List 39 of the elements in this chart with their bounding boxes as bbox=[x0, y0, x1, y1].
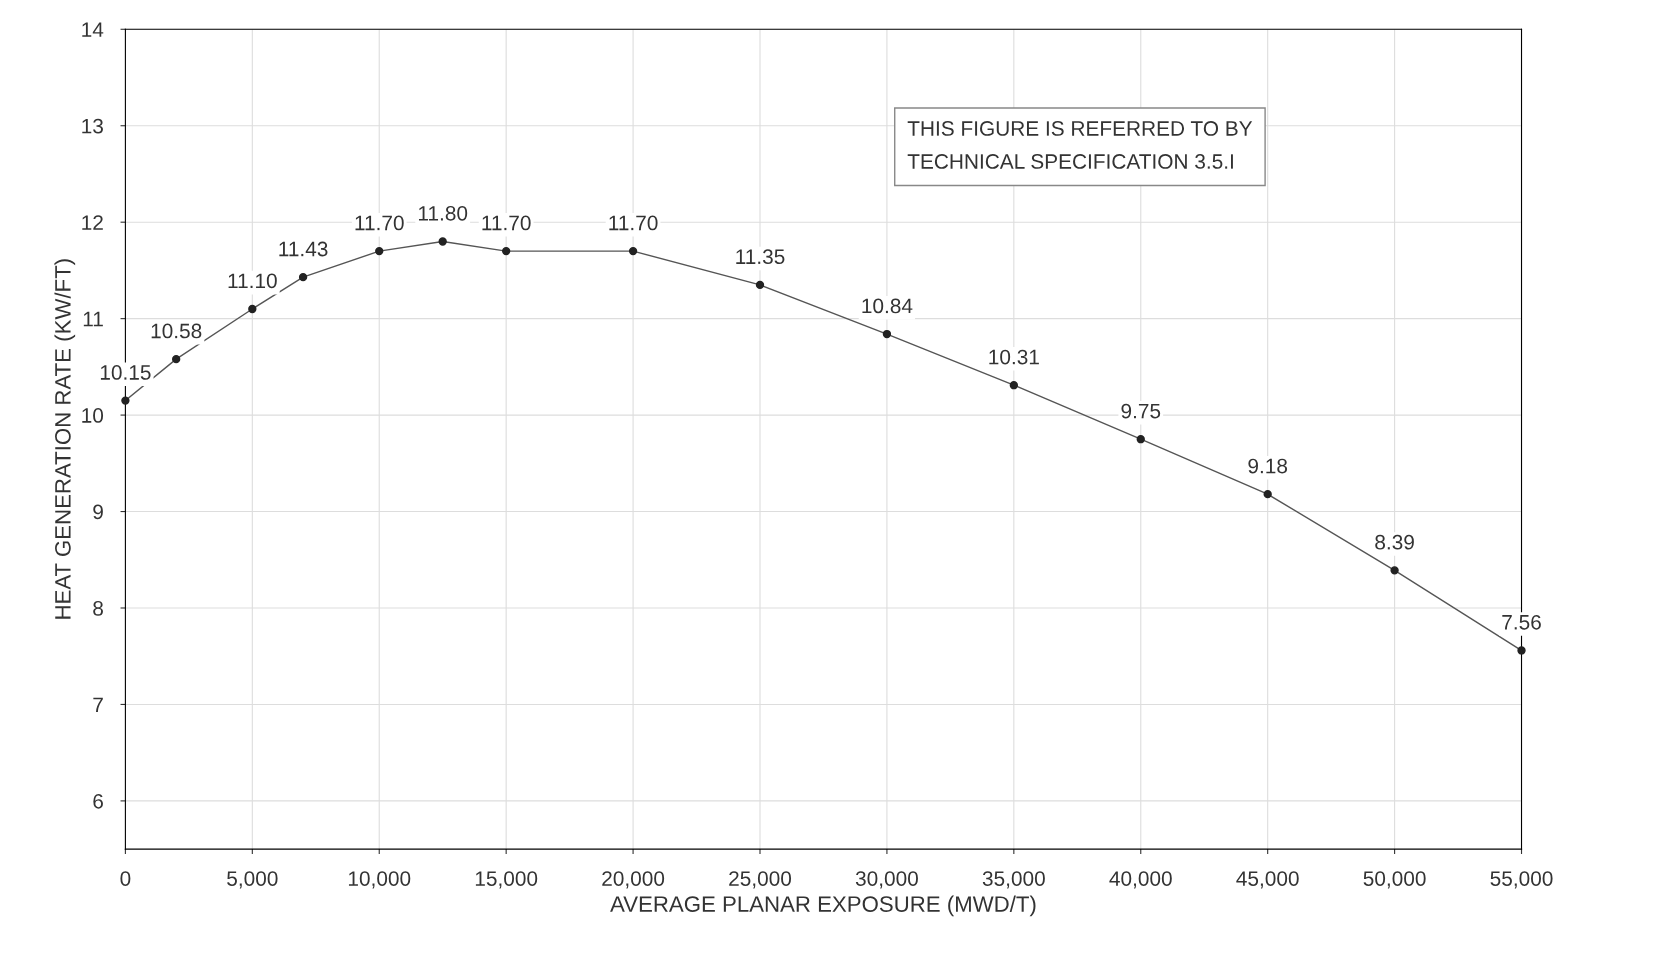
x-tick-label: 10,000 bbox=[348, 871, 411, 889]
y-tick-label: 14 bbox=[82, 22, 104, 37]
data-label: 11.10 bbox=[228, 273, 277, 289]
data-label: 8.39 bbox=[1375, 534, 1414, 550]
y-tick-label: 8 bbox=[93, 600, 103, 616]
data-label: 10.31 bbox=[989, 349, 1039, 365]
x-tick-label: 45,000 bbox=[1236, 871, 1299, 889]
data-label: 11.80 bbox=[418, 205, 468, 221]
data-label: 9.18 bbox=[1248, 458, 1288, 474]
data-label: 7.56 bbox=[1502, 614, 1541, 630]
x-tick-label: 0 bbox=[120, 871, 131, 886]
data-label: 10.58 bbox=[151, 323, 202, 339]
x-tick-label: 55,000 bbox=[1490, 871, 1553, 889]
x-tick-label: 20,000 bbox=[602, 871, 665, 889]
data-label: 11.70 bbox=[355, 215, 404, 231]
data-label: 11.43 bbox=[279, 241, 328, 257]
data-label: 10.84 bbox=[862, 298, 913, 314]
data-label: 11.70 bbox=[609, 215, 658, 231]
y-tick-label: 7 bbox=[93, 697, 103, 712]
y-tick-label: 9 bbox=[93, 504, 103, 520]
y-tick-label: 10 bbox=[82, 408, 104, 423]
data-label: 11.70 bbox=[482, 215, 531, 231]
y-axis-title: HEAT GENERATION RATE (KW/FT) bbox=[54, 259, 76, 619]
x-axis-title: AVERAGE PLANAR EXPOSURE (MWD/T) bbox=[610, 895, 1036, 917]
data-label: 11.35 bbox=[736, 249, 785, 265]
x-tick-label: 40,000 bbox=[1109, 871, 1172, 889]
x-tick-label: 5,000 bbox=[227, 871, 278, 889]
data-label: 9.75 bbox=[1121, 403, 1161, 419]
y-tick-label: 13 bbox=[82, 118, 103, 134]
x-tick-label: 30,000 bbox=[855, 871, 918, 889]
x-tick-label: 50,000 bbox=[1363, 871, 1426, 889]
x-tick-label: 25,000 bbox=[729, 871, 792, 889]
x-tick-label: 15,000 bbox=[475, 871, 538, 889]
data-label: 10.15 bbox=[100, 365, 151, 380]
x-tick-label: 35,000 bbox=[982, 871, 1045, 889]
y-tick-label: 12 bbox=[82, 215, 103, 230]
y-tick-label: 11 bbox=[83, 311, 103, 327]
y-tick-label: 6 bbox=[93, 793, 103, 809]
annotation: THIS FIGURE IS REFERRED TO BY TECHNICAL SPECIFICATION 3.5.I bbox=[907, 121, 1253, 169]
